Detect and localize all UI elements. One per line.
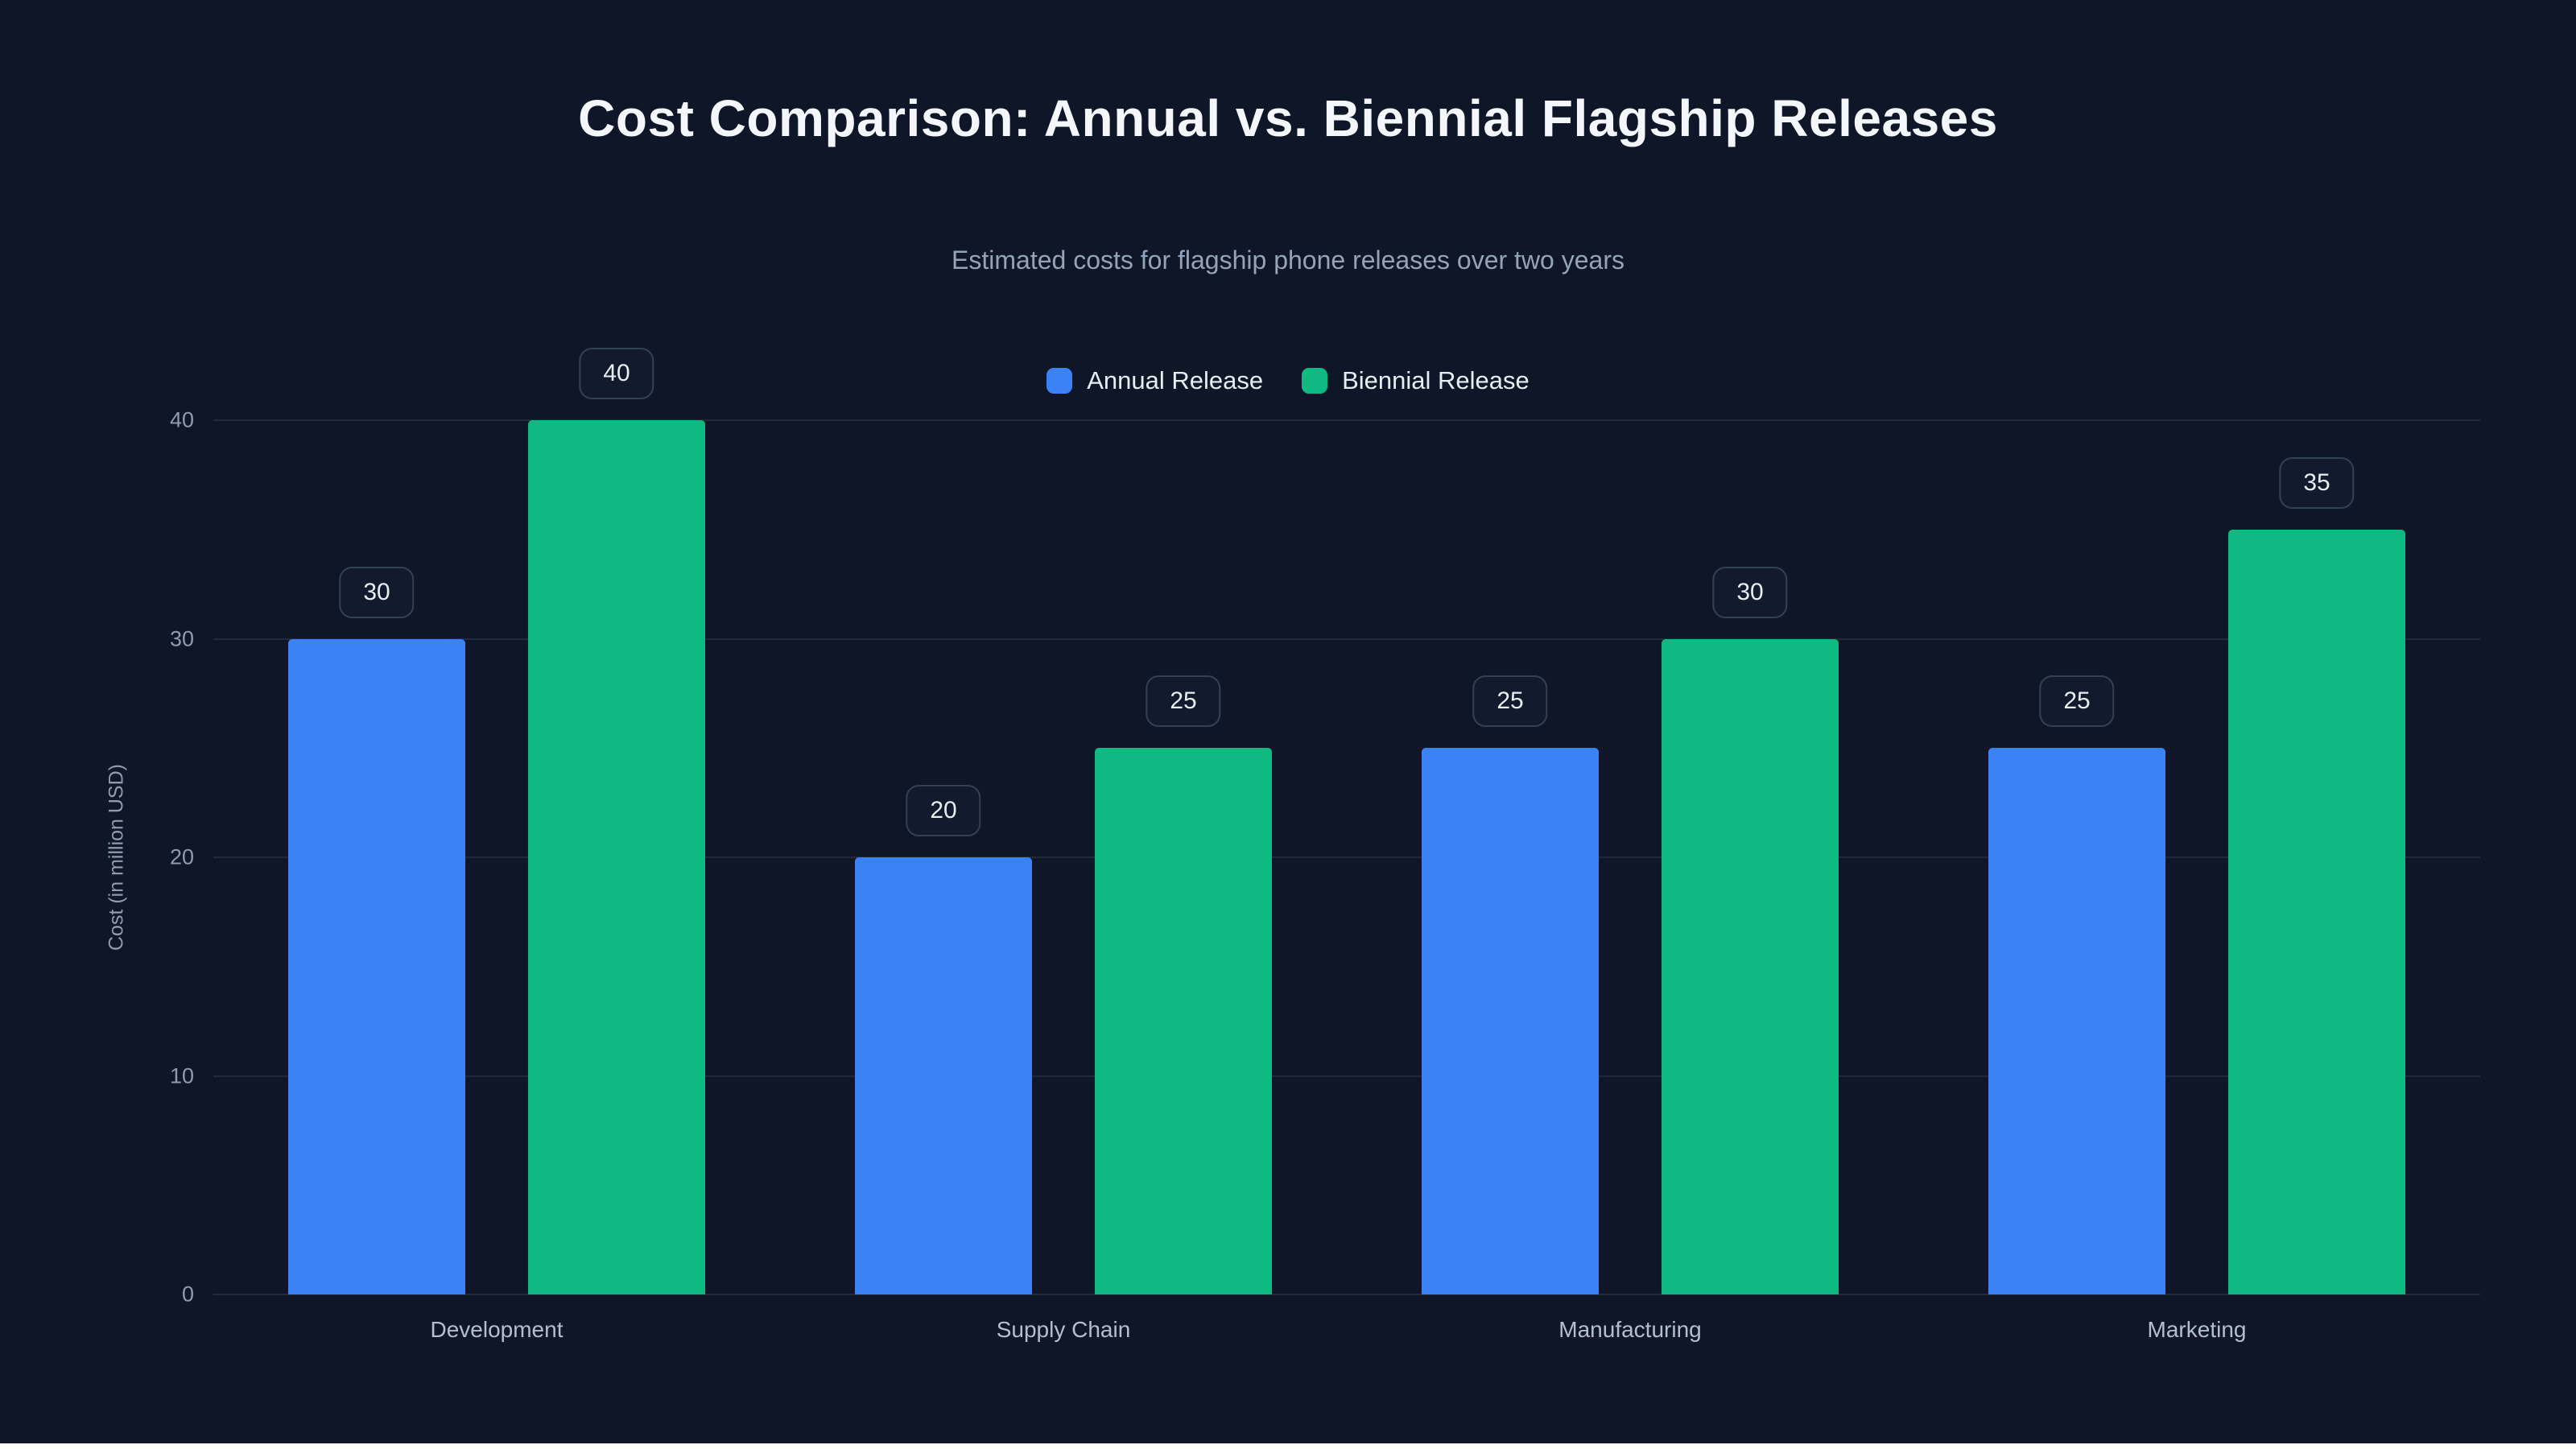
x-label-manufacturing: Manufacturing <box>1558 1317 1702 1342</box>
bar-group-supply-chain: 20 25 <box>780 420 1347 1294</box>
legend-item-biennial-release[interactable]: Biennial Release <box>1302 366 1530 395</box>
value-label-manufacturing-annual-release: 25 <box>1472 675 1548 728</box>
bar-biennial-release-development[interactable]: 40 <box>528 348 705 1294</box>
y-tick-label-30: 30 <box>169 626 194 650</box>
bar-group-marketing: 25 35 <box>1913 420 2480 1294</box>
legend-item-label: Biennial Release <box>1342 366 1530 394</box>
value-label-development-annual-release: 30 <box>339 566 415 618</box>
legend-swatch-icon <box>1046 368 1073 394</box>
chart-title: Cost Comparison: Annual vs. Biennial Fla… <box>578 89 1998 147</box>
legend-swatch-icon <box>1302 368 1328 394</box>
gridline-20 <box>213 857 2480 858</box>
legend: Annual Release Biennial Release <box>0 366 2576 395</box>
x-axis-labels: Development Supply Chain Manufacturing Mark… <box>213 1317 2480 1343</box>
bar-annual-release-manufacturing[interactable]: 25 <box>1422 675 1599 1294</box>
value-label-supply-chain-biennial-release: 25 <box>1146 675 1221 728</box>
bar-annual-release-marketing[interactable]: 25 <box>1988 675 2165 1294</box>
value-label-marketing-biennial-release: 35 <box>2279 456 2355 509</box>
value-label-supply-chain-annual-release: 20 <box>906 785 981 836</box>
gridline-0 <box>213 1294 2480 1295</box>
y-tick-label-10: 10 <box>169 1063 194 1088</box>
y-axis-title: Cost (in million USD) <box>105 764 128 951</box>
bottom-window-edge <box>0 1443 2576 1449</box>
bar-annual-release-development[interactable]: 30 <box>288 566 465 1294</box>
gridline-30 <box>213 638 2480 640</box>
x-label-marketing: Marketing <box>2147 1317 2247 1342</box>
chart-subtitle: Estimated costs for flagship phone relea… <box>952 246 1624 275</box>
value-label-marketing-annual-release: 25 <box>2039 675 2115 728</box>
bar-group-development: 30 40 <box>213 348 780 1294</box>
bar-group-manufacturing: 25 30 <box>1347 420 1913 1294</box>
bar-biennial-release-supply-chain[interactable]: 25 <box>1095 675 1272 1294</box>
x-label-development: Development <box>430 1317 564 1342</box>
plot-area: 0 10 20 30 40 30 40 20 25 25 30 25 35 <box>170 348 2480 1305</box>
value-label-development-biennial-release: 40 <box>579 348 654 399</box>
value-label-manufacturing-biennial-release: 30 <box>1712 566 1788 618</box>
bar-annual-release-supply-chain[interactable]: 20 <box>855 785 1032 1294</box>
bar-biennial-release-marketing[interactable]: 35 <box>2228 456 2405 1294</box>
bar-groups: 30 40 20 25 25 30 25 35 <box>213 348 2480 1294</box>
legend-item-label: Annual Release <box>1087 366 1264 394</box>
y-tick-label-40: 40 <box>169 407 194 432</box>
gridline-10 <box>213 1075 2480 1077</box>
legend-item-annual-release[interactable]: Annual Release <box>1046 366 1263 395</box>
bar-biennial-release-manufacturing[interactable]: 30 <box>1662 566 1839 1294</box>
y-tick-label-0: 0 <box>181 1282 194 1307</box>
gridline-40 <box>213 419 2480 421</box>
y-tick-label-20: 20 <box>169 844 194 869</box>
x-label-supply-chain: Supply Chain <box>996 1317 1131 1342</box>
